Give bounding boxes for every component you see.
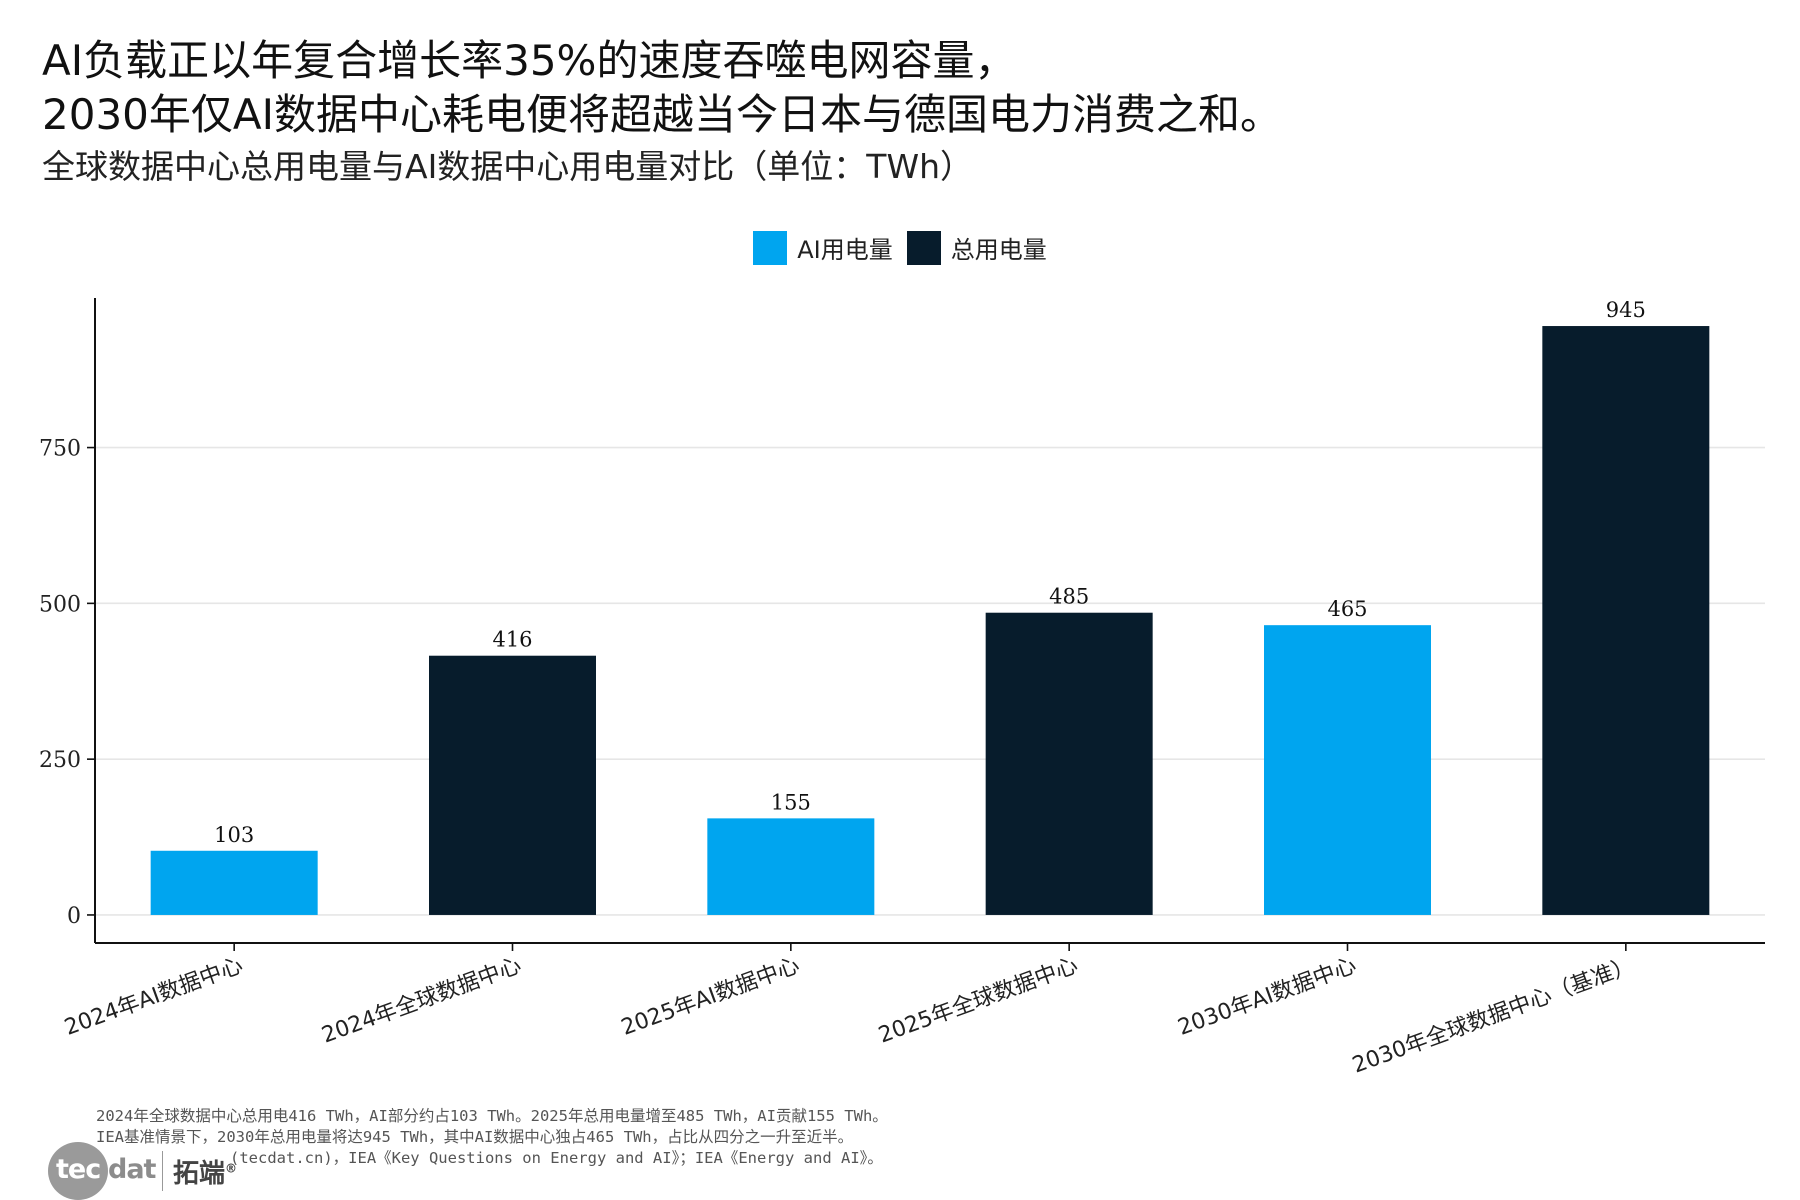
footnote-line-2: IEA基准情景下，2030年总用电量将达945 TWh，其中AI数据中心独占46… bbox=[96, 1128, 854, 1146]
bar-value-label: 485 bbox=[1049, 585, 1089, 609]
y-tick-label: 750 bbox=[39, 437, 81, 462]
bar bbox=[985, 612, 1153, 915]
footnote: 2024年全球数据中心总用电416 TWh，AI部分约占103 TWh。2025… bbox=[96, 1106, 888, 1169]
logo-registered-mark: ® bbox=[225, 1160, 238, 1175]
y-tick-label: 500 bbox=[39, 592, 81, 617]
footnote-line-1: 2024年全球数据中心总用电416 TWh，AI部分约占103 TWh。2025… bbox=[96, 1107, 888, 1125]
bar bbox=[429, 655, 596, 915]
x-tick-label: 2024年AI数据中心 bbox=[61, 953, 246, 1041]
legend-item-total: 总用电量 bbox=[906, 230, 1047, 265]
chart-legend: AI用电量 总用电量 bbox=[0, 230, 1800, 265]
headline-line-1: AI负载正以年复合增长率35%的速度吞噬电网容量， bbox=[42, 36, 1017, 85]
legend-label-ai: AI用电量 bbox=[797, 236, 893, 264]
logo-chinese-text: 拓端 bbox=[173, 1158, 226, 1189]
legend-item-ai: AI用电量 bbox=[753, 230, 893, 265]
bar-chart: 0 250 500 750 103 2024年AI数据中心 416 2024年全球数据中心 15… bbox=[39, 298, 1765, 1079]
y-tick-label: 0 bbox=[67, 904, 81, 929]
bar-value-label: 945 bbox=[1606, 298, 1646, 322]
tecdat-logo: tec dat 拓端® bbox=[48, 1142, 237, 1200]
chart-headline: AI负载正以年复合增长率35%的速度吞噬电网容量， 2030年仅AI数据中心耗电… bbox=[42, 34, 1282, 142]
legend-swatch-total bbox=[906, 230, 941, 265]
bar-value-label: 416 bbox=[492, 628, 532, 652]
footnote-line-3: (tecdat.cn)，IEA《Key Questions on Energy … bbox=[230, 1149, 883, 1167]
logo-divider bbox=[162, 1151, 163, 1191]
x-tick-label: 2030年AI数据中心 bbox=[1175, 953, 1360, 1041]
bar-value-label: 465 bbox=[1327, 597, 1367, 621]
logo-chinese: 拓端® bbox=[173, 1153, 237, 1190]
logo-text-tec: tec bbox=[56, 1154, 101, 1185]
x-tick-label: 2024年全球数据中心 bbox=[319, 953, 525, 1048]
legend-label-total: 总用电量 bbox=[950, 236, 1047, 264]
bar bbox=[1264, 625, 1431, 915]
headline-line-2: 2030年仅AI数据中心耗电便将超越当今日本与德国电力消费之和。 bbox=[42, 90, 1283, 139]
legend-swatch-ai bbox=[753, 230, 788, 265]
bar bbox=[150, 850, 318, 915]
bar bbox=[1542, 326, 1710, 915]
y-tick-label: 250 bbox=[39, 748, 81, 773]
x-tick-label: 2025年AI数据中心 bbox=[618, 953, 803, 1041]
logo-circle: tec dat bbox=[48, 1142, 156, 1200]
bar-value-label: 155 bbox=[771, 790, 811, 814]
bar-value-label: 103 bbox=[214, 823, 254, 847]
x-tick-label: 2025年全球数据中心 bbox=[875, 953, 1081, 1048]
chart-subtitle: 全球数据中心总用电量与AI数据中心用电量对比（单位：TWh） bbox=[42, 147, 974, 186]
bar bbox=[707, 818, 875, 915]
logo-text-dat: dat bbox=[108, 1154, 156, 1185]
x-tick-label: 2030年全球数据中心（基准） bbox=[1349, 953, 1638, 1078]
